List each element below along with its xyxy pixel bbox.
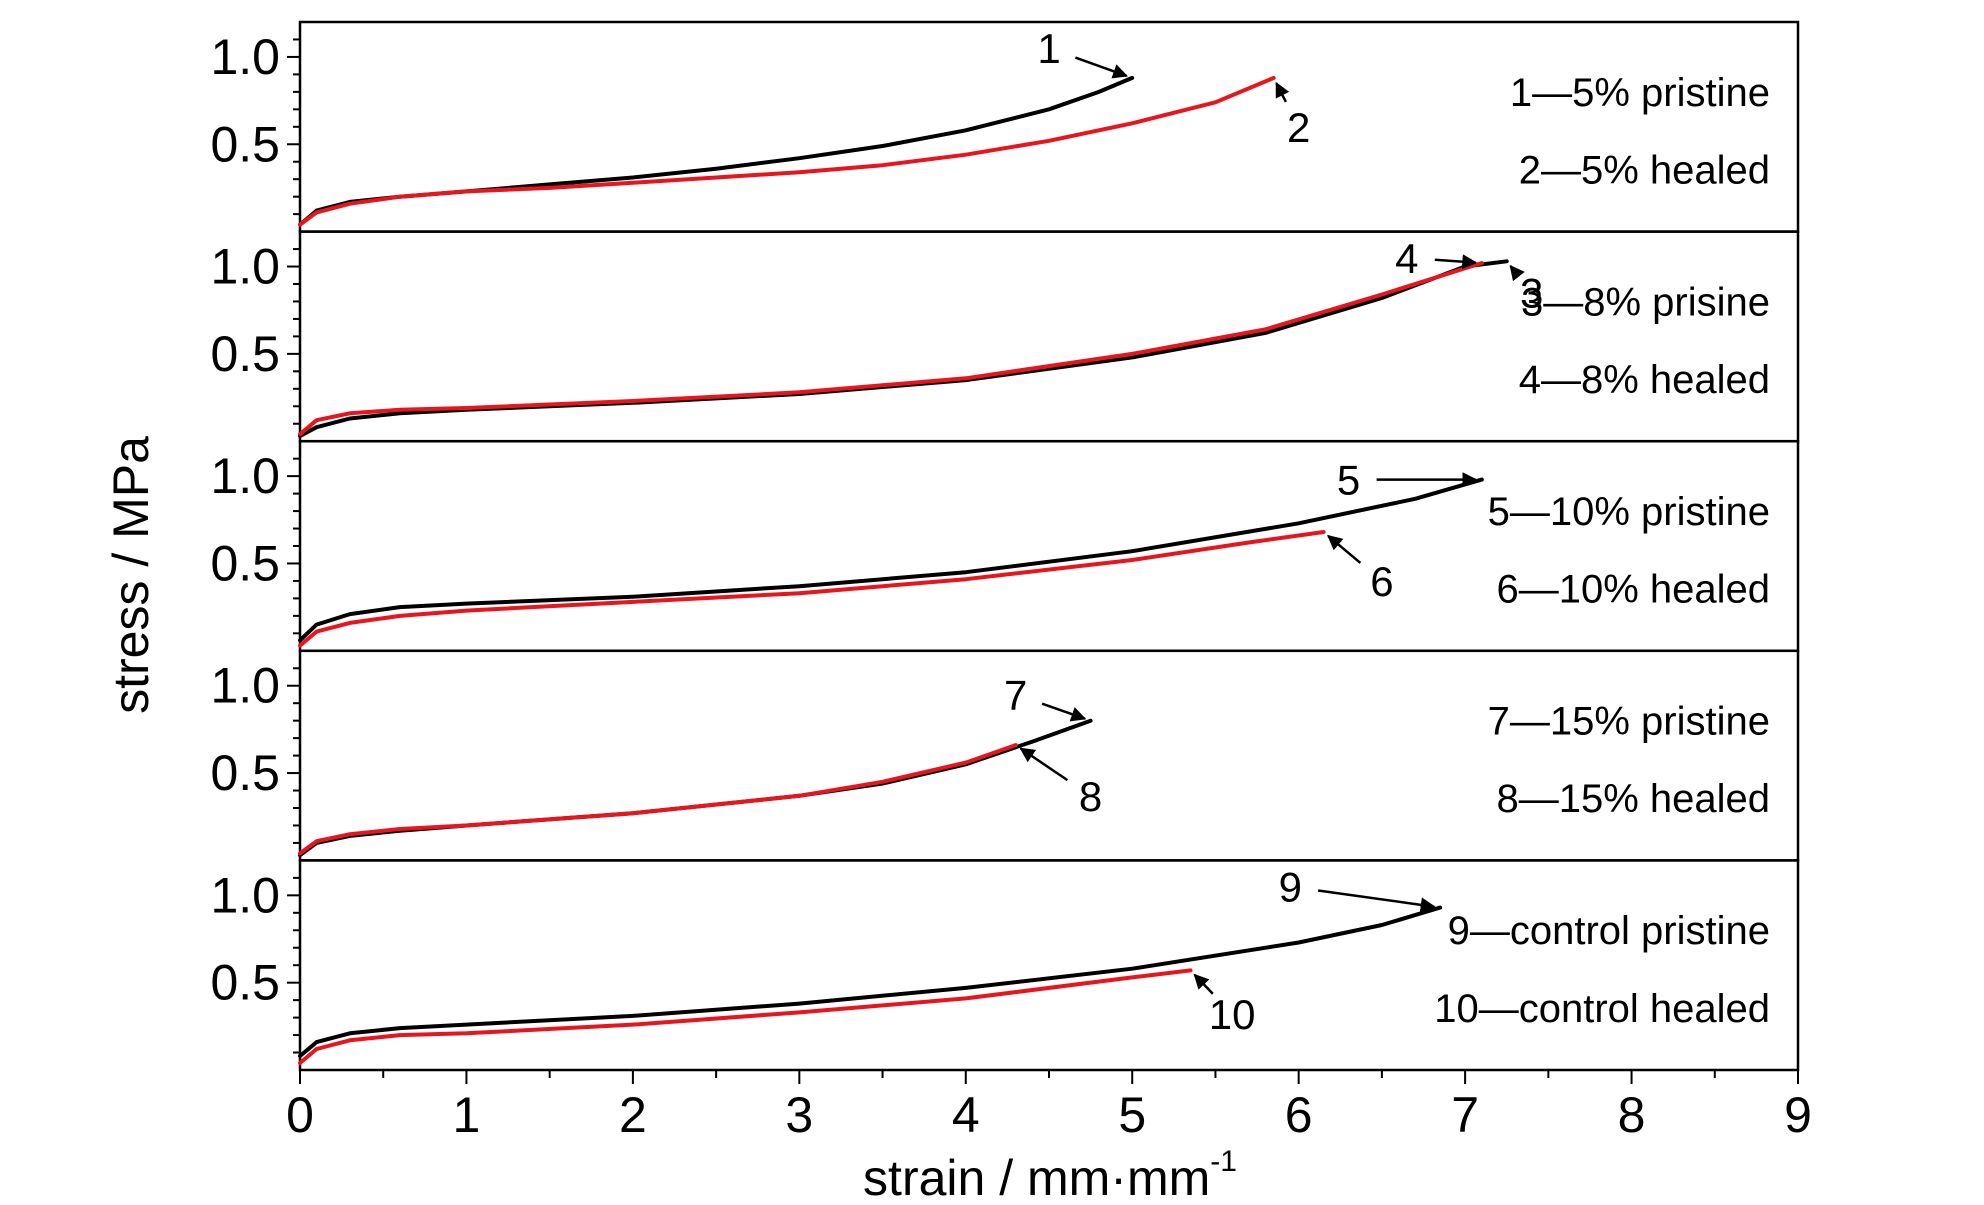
series-curve-8 bbox=[298, 743, 1018, 856]
x-tick-label: 3 bbox=[785, 1087, 813, 1143]
curve-label-1: 1 bbox=[1037, 25, 1060, 72]
curve-label-4: 4 bbox=[1395, 235, 1418, 282]
legend-entry: 3—8% prisine bbox=[1521, 280, 1770, 324]
curve-arrow-4 bbox=[1434, 254, 1478, 270]
legend-entry: 4—8% healed bbox=[1519, 358, 1770, 402]
legend-entry: 10—control healed bbox=[1434, 987, 1770, 1031]
legend-entry: 6—10% healed bbox=[1496, 568, 1770, 612]
curve-arrow-1 bbox=[1074, 56, 1129, 79]
x-axis-title: strain / mm·mm-1 bbox=[863, 1145, 1237, 1205]
curve-arrow-7 bbox=[1041, 702, 1087, 722]
x-tick-label: 5 bbox=[1118, 1087, 1146, 1143]
y-tick-label: 1.0 bbox=[210, 658, 280, 714]
curve-label-7: 7 bbox=[1004, 671, 1027, 718]
legend-entry: 7—15% pristine bbox=[1488, 700, 1770, 744]
curve-arrow-9 bbox=[1317, 889, 1436, 913]
x-tick-label: 6 bbox=[1285, 1087, 1313, 1143]
series-curve-9 bbox=[298, 905, 1443, 1058]
x-tick-label: 9 bbox=[1784, 1087, 1812, 1143]
curve-arrow-3 bbox=[1509, 264, 1525, 282]
series-curve-6 bbox=[298, 530, 1326, 648]
y-axis-title: stress / MPa bbox=[103, 436, 159, 714]
y-tick-label: 1.0 bbox=[210, 867, 280, 923]
legend-entry: 1—5% pristine bbox=[1510, 71, 1770, 115]
y-tick-label: 0.5 bbox=[210, 326, 280, 382]
x-tick-label: 4 bbox=[952, 1087, 980, 1143]
x-tick-label: 2 bbox=[619, 1087, 647, 1143]
x-tick-label: 7 bbox=[1451, 1087, 1479, 1143]
curve-label-9: 9 bbox=[1279, 864, 1302, 911]
curve-label-3: 3 bbox=[1520, 270, 1543, 317]
panel-1: 1.0 0.5 1 2 1—5% pristine 2—5% healed bbox=[210, 20, 1800, 233]
curve-arrow-6 bbox=[1327, 534, 1362, 564]
series-curve-4 bbox=[298, 261, 1484, 437]
y-tick-label: 1.0 bbox=[210, 239, 280, 295]
legend-entry: 5—10% pristine bbox=[1488, 490, 1770, 534]
curve-label-5: 5 bbox=[1337, 457, 1360, 504]
curve-arrow-2 bbox=[1275, 81, 1290, 103]
curve-label-2: 2 bbox=[1287, 104, 1310, 151]
y-tick-label: 0.5 bbox=[210, 955, 280, 1011]
curve-label-10: 10 bbox=[1209, 991, 1256, 1038]
x-axis-title-superscript: -1 bbox=[1210, 1145, 1237, 1178]
panels: 1.0 0.5 1 2 1—5% pristine 2—5% healed 1.0 0.5 3 4… bbox=[210, 20, 1800, 1072]
x-axis: 0 1 2 3 4 5 6 7 8 9 bbox=[286, 1070, 1812, 1143]
panel-3: 1.0 0.5 5 6 5—10% pristine 6—10% healed bbox=[210, 439, 1800, 653]
y-tick-label: 0.5 bbox=[210, 116, 280, 172]
y-tick-label: 0.5 bbox=[210, 535, 280, 591]
panel-5: 1.0 0.5 9 10 9—control pristine 10—control he… bbox=[210, 859, 1800, 1072]
series-curve-5 bbox=[298, 477, 1484, 643]
panel-2: 1.0 0.5 3 4 3—8% prisine 4—8% healed bbox=[210, 230, 1800, 443]
y-tick-label: 0.5 bbox=[210, 745, 280, 801]
x-axis-title-main: strain / mm·mm bbox=[863, 1150, 1210, 1205]
legend-entry: 8—15% healed bbox=[1496, 777, 1770, 821]
x-tick-label: 1 bbox=[453, 1087, 481, 1143]
series-curve-2 bbox=[298, 75, 1276, 227]
y-tick-label: 1.0 bbox=[210, 29, 280, 85]
panel-4: 1.0 0.5 7 8 7—15% pristine 8—15% healed bbox=[210, 649, 1800, 862]
curve-arrow-10 bbox=[1193, 973, 1214, 995]
x-tick-label: 0 bbox=[286, 1087, 314, 1143]
legend-entry: 9—control pristine bbox=[1448, 909, 1770, 953]
y-tick-label: 1.0 bbox=[210, 448, 280, 504]
curve-label-8: 8 bbox=[1079, 773, 1102, 820]
legend-entry: 2—5% healed bbox=[1519, 148, 1770, 192]
curve-arrow-8 bbox=[1019, 747, 1069, 782]
x-tick-label: 8 bbox=[1618, 1087, 1646, 1143]
curve-label-6: 6 bbox=[1370, 558, 1393, 605]
series-curve-10 bbox=[298, 968, 1193, 1065]
